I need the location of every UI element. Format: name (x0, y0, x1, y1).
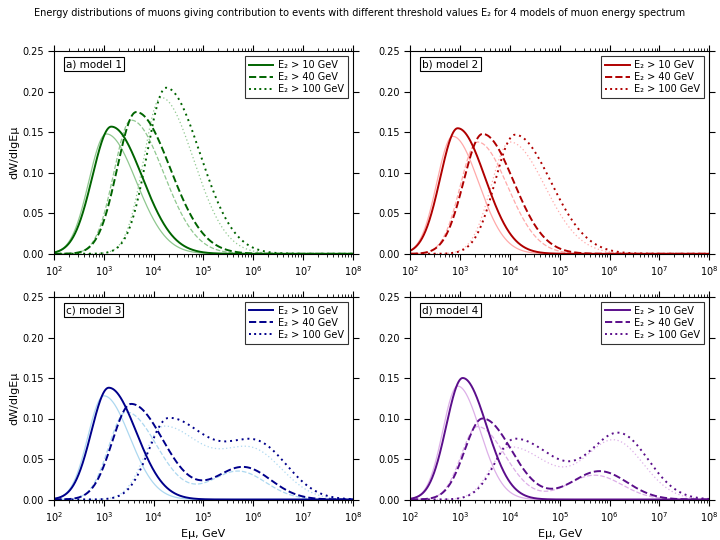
Legend: E₂ > 10 GeV, E₂ > 40 GeV, E₂ > 100 GeV: E₂ > 10 GeV, E₂ > 40 GeV, E₂ > 100 GeV (245, 302, 348, 343)
Legend: E₂ > 10 GeV, E₂ > 40 GeV, E₂ > 100 GeV: E₂ > 10 GeV, E₂ > 40 GeV, E₂ > 100 GeV (601, 302, 704, 343)
Y-axis label: dW/dlgEμ: dW/dlgEμ (9, 126, 19, 179)
Y-axis label: dW/dlgEμ: dW/dlgEμ (9, 372, 19, 425)
Text: b) model 2: b) model 2 (423, 59, 479, 70)
Text: d) model 4: d) model 4 (423, 305, 479, 315)
Legend: E₂ > 10 GeV, E₂ > 40 GeV, E₂ > 100 GeV: E₂ > 10 GeV, E₂ > 40 GeV, E₂ > 100 GeV (245, 56, 348, 98)
Text: a) model 1: a) model 1 (66, 59, 122, 70)
X-axis label: Eμ, GeV: Eμ, GeV (181, 529, 225, 539)
Legend: E₂ > 10 GeV, E₂ > 40 GeV, E₂ > 100 GeV: E₂ > 10 GeV, E₂ > 40 GeV, E₂ > 100 GeV (601, 56, 704, 98)
X-axis label: Eμ, GeV: Eμ, GeV (538, 529, 582, 539)
Text: Energy distributions of muons giving contribution to events with different thres: Energy distributions of muons giving con… (35, 8, 685, 18)
Text: c) model 3: c) model 3 (66, 305, 122, 315)
